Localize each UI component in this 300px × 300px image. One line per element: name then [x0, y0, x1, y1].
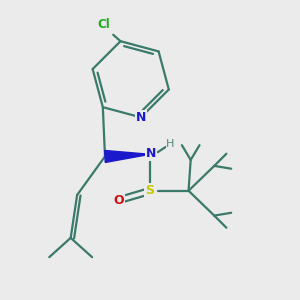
Text: N: N [146, 147, 156, 160]
Polygon shape [105, 151, 150, 162]
Text: Cl: Cl [97, 18, 110, 32]
Text: N: N [136, 111, 146, 124]
Text: H: H [167, 139, 175, 148]
Text: O: O [114, 194, 124, 207]
Text: S: S [146, 184, 154, 197]
